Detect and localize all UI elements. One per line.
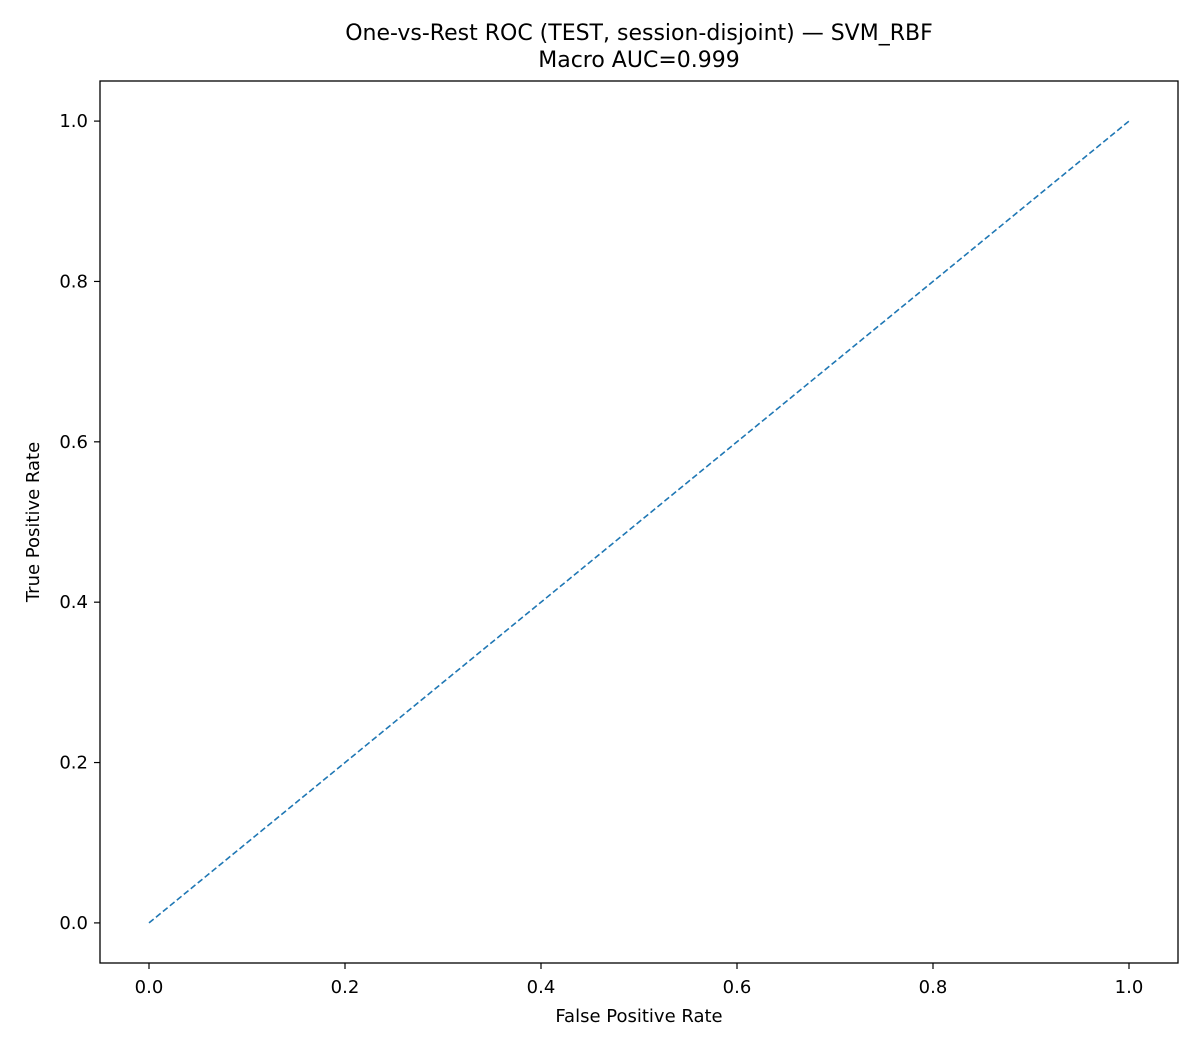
- roc-series-line-0: [148, 120, 1130, 924]
- y-tick-label: 0.6: [59, 432, 88, 453]
- x-tick-label: 0.6: [723, 977, 752, 998]
- y-tick-label: 0.4: [59, 592, 88, 613]
- x-tick-label: 0.8: [919, 977, 948, 998]
- y-axis-ticks: 0.0 0.2 0.4 0.6 0.8 1.0: [59, 111, 100, 934]
- x-axis-label: False Positive Rate: [555, 1006, 722, 1027]
- chart-title: One-vs-Rest ROC (TEST, session-disjoint)…: [345, 21, 933, 46]
- x-tick-label: 0.0: [135, 977, 164, 998]
- chart-subtitle: Macro AUC=0.999: [538, 48, 740, 73]
- y-tick-label: 0.8: [59, 271, 88, 292]
- y-axis-label: True Positive Rate: [23, 442, 44, 603]
- x-tick-label: 0.2: [331, 977, 360, 998]
- plot-frame: [99, 80, 1179, 964]
- x-axis-ticks: 0.0 0.2 0.4 0.6 0.8 1.0: [135, 963, 1144, 998]
- y-tick-label: 0.2: [59, 753, 88, 774]
- x-tick-label: 1.0: [1115, 977, 1144, 998]
- y-tick-label: 1.0: [59, 111, 88, 132]
- series-layer: [148, 120, 1130, 924]
- x-tick-label: 0.4: [527, 977, 556, 998]
- y-tick-label: 0.0: [59, 913, 88, 934]
